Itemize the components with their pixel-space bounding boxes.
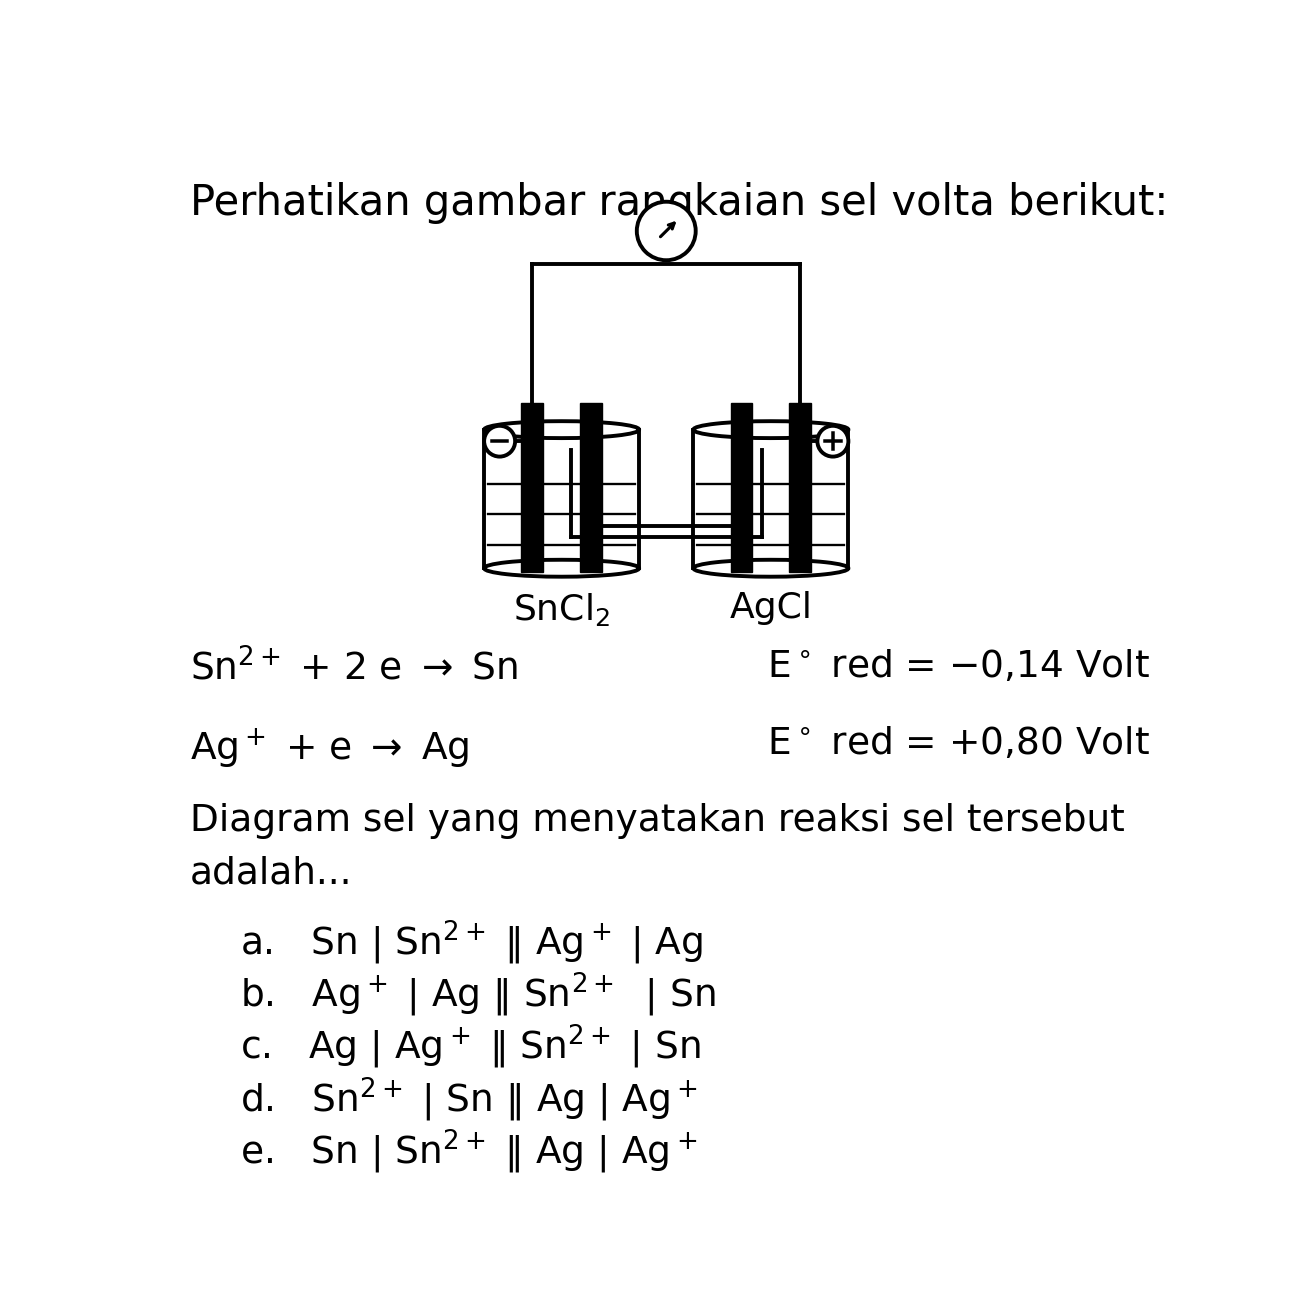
Bar [521,403,543,572]
Text: Perhatikan gambar rangkaian sel volta berikut:: Perhatikan gambar rangkaian sel volta be… [190,181,1167,224]
Text: E$^\circ$ red = +0,80 Volt: E$^\circ$ red = +0,80 Volt [767,726,1149,762]
Ellipse shape [693,421,849,438]
Bar [789,403,811,572]
Text: d.   Sn$^{2+}$ $|$ Sn $\|$ Ag $|$ Ag$^+$: d. Sn$^{2+}$ $|$ Sn $\|$ Ag $|$ Ag$^+$ [240,1076,698,1124]
Text: E$^\circ$ red = $-$0,14 Volt: E$^\circ$ red = $-$0,14 Volt [767,649,1149,686]
Text: Ag$^+$ + e $\rightarrow$ Ag: Ag$^+$ + e $\rightarrow$ Ag [190,726,469,770]
Bar [580,403,602,572]
Ellipse shape [693,560,849,577]
Ellipse shape [484,560,640,577]
Text: Diagram sel yang menyatakan reaksi sel tersebut
adalah...: Diagram sel yang menyatakan reaksi sel t… [190,804,1124,892]
Bar [731,403,753,572]
Text: Sn$^{2+}$ + 2 e $\rightarrow$ Sn: Sn$^{2+}$ + 2 e $\rightarrow$ Sn [190,649,517,688]
Circle shape [818,426,849,456]
Text: AgCl: AgCl [729,591,812,626]
Text: a.   Sn $|$ Sn$^{2+}$ $\|$ Ag$^+$ $|$ Ag: a. Sn $|$ Sn$^{2+}$ $\|$ Ag$^+$ $|$ Ag [240,919,703,967]
Ellipse shape [484,421,640,438]
Text: SnCl$_2$: SnCl$_2$ [514,591,610,629]
Text: b.   Ag$^+$ $|$ Ag $\|$ Sn$^{2+}$  $|$ Sn: b. Ag$^+$ $|$ Ag $\|$ Sn$^{2+}$ $|$ Sn [240,971,716,1019]
Circle shape [484,426,515,456]
Circle shape [637,202,696,260]
Text: e.   Sn $|$ Sn$^{2+}$ $\|$ Ag $|$ Ag$^+$: e. Sn $|$ Sn$^{2+}$ $\|$ Ag $|$ Ag$^+$ [240,1128,697,1177]
Text: c.   Ag $|$ Ag$^+$ $\|$ Sn$^{2+}$ $|$ Sn: c. Ag $|$ Ag$^+$ $\|$ Sn$^{2+}$ $|$ Sn [240,1024,701,1072]
